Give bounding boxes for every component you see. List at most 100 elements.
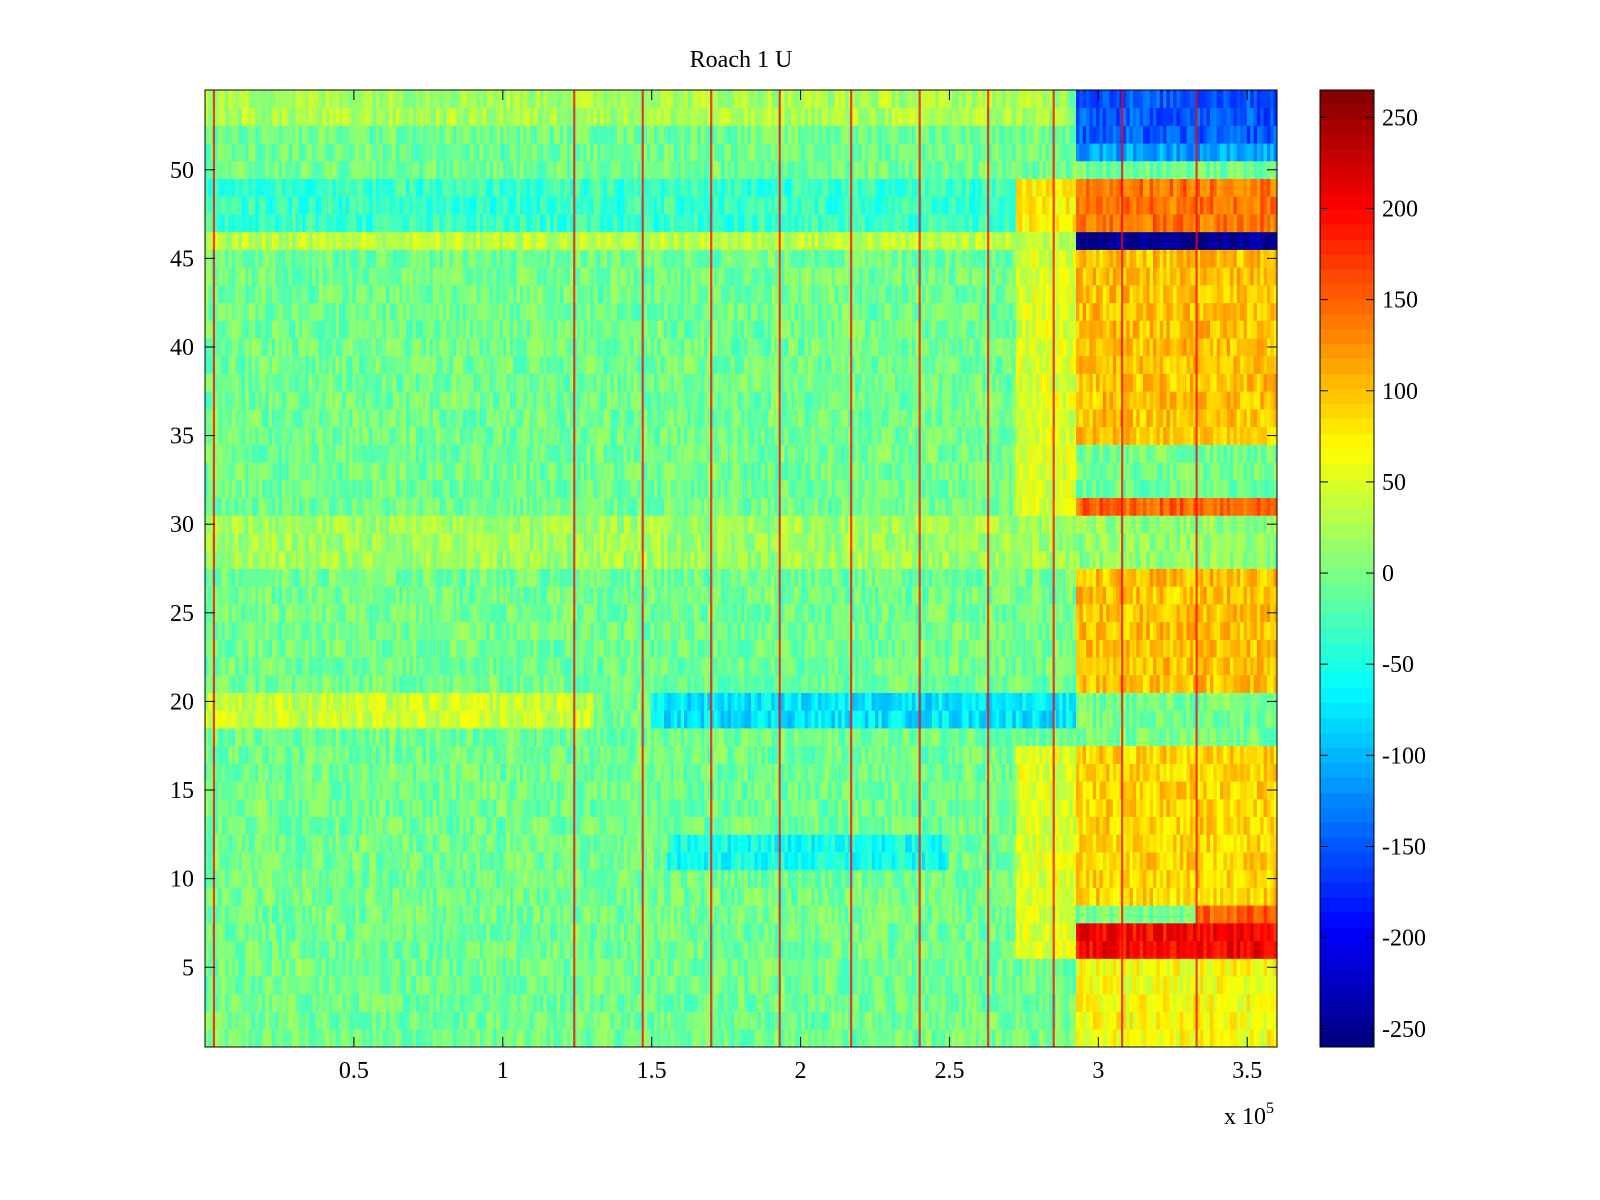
heatmap-cell <box>627 763 631 782</box>
heatmap-cell <box>1089 958 1094 977</box>
heatmap-cell <box>456 922 460 942</box>
heatmap-cell <box>667 834 672 853</box>
heatmap-cell <box>1226 1029 1231 1048</box>
heatmap-cell <box>797 1011 802 1030</box>
heatmap-cell <box>221 1029 226 1048</box>
heatmap-cell <box>1089 834 1094 853</box>
heatmap-cell <box>359 922 363 942</box>
heatmap-cell <box>1039 1029 1043 1048</box>
heatmap-cell <box>694 763 698 782</box>
heatmap-cell <box>915 1011 919 1030</box>
heatmap-cell <box>298 763 303 782</box>
heatmap-cell <box>503 816 507 835</box>
heatmap-cell <box>1129 887 1134 906</box>
heatmap-cell <box>412 869 417 888</box>
heatmap-cell <box>724 958 728 977</box>
heatmap-cell <box>1189 1029 1194 1048</box>
heatmap-cell <box>707 798 712 818</box>
heatmap-cell <box>1049 798 1053 818</box>
heatmap-cell <box>355 834 360 853</box>
heatmap-cell <box>1253 922 1258 942</box>
heatmap-cell <box>315 905 320 924</box>
heatmap-cell <box>1012 958 1017 977</box>
heatmap-cell <box>821 940 826 959</box>
heatmap-cell <box>1220 781 1224 800</box>
heatmap-cell <box>1059 852 1063 871</box>
heatmap-cell <box>379 905 383 924</box>
heatmap-cell <box>744 976 749 995</box>
heatmap-cell <box>1273 816 1278 835</box>
heatmap-cell <box>898 940 903 959</box>
heatmap-cell <box>1099 798 1104 818</box>
heatmap-cell <box>295 958 300 977</box>
heatmap-cell <box>617 922 621 942</box>
heatmap-cell <box>1025 852 1030 871</box>
heatmap-cell <box>643 798 648 818</box>
heatmap-cell <box>931 905 936 924</box>
heatmap-cell <box>529 781 534 800</box>
heatmap-cell <box>1002 852 1007 871</box>
heatmap-cell <box>945 781 950 800</box>
heatmap-cell <box>694 1011 698 1030</box>
heatmap-cell <box>1226 976 1231 995</box>
heatmap-cell <box>704 816 708 835</box>
heatmap-cell <box>251 922 256 942</box>
heatmap-cell <box>878 887 883 906</box>
heatmap-cell <box>972 905 976 924</box>
heatmap-cell <box>1009 958 1013 977</box>
heatmap-cell <box>838 887 842 906</box>
heatmap-cell <box>844 940 849 959</box>
heatmap-cell <box>1109 798 1114 818</box>
heatmap-cell <box>704 993 708 1012</box>
heatmap-cell <box>1256 852 1261 871</box>
heatmap-cell <box>1153 976 1157 995</box>
heatmap-cell <box>1082 1029 1087 1048</box>
heatmap-cell <box>727 887 732 906</box>
heatmap-cell <box>1129 993 1134 1012</box>
heatmap-cell <box>1196 905 1201 924</box>
heatmap-cell <box>684 852 688 871</box>
heatmap-cell <box>513 852 517 871</box>
heatmap-cell <box>938 993 943 1012</box>
heatmap-cell <box>663 869 668 888</box>
heatmap-cell <box>888 852 893 871</box>
heatmap-cell <box>292 922 296 942</box>
heatmap-cell <box>891 940 896 959</box>
heatmap-cell <box>429 834 434 853</box>
heatmap-cell <box>342 763 347 782</box>
heatmap-cell <box>486 763 491 782</box>
heatmap-cell <box>322 852 326 871</box>
heatmap-cell <box>935 993 940 1012</box>
heatmap-cell <box>1220 958 1224 977</box>
heatmap-cell <box>741 852 745 871</box>
heatmap-cell <box>952 887 956 906</box>
heatmap-cell <box>690 798 695 818</box>
heatmap-cell <box>938 958 943 977</box>
heatmap-cell <box>680 798 685 818</box>
heatmap-cell <box>1082 976 1087 995</box>
heatmap-cell <box>312 940 316 959</box>
heatmap-cell <box>1012 1011 1017 1030</box>
heatmap-cell <box>1005 834 1010 853</box>
heatmap-cell <box>1082 940 1087 959</box>
heatmap-cell <box>1203 976 1208 995</box>
heatmap-cell <box>1086 958 1090 977</box>
heatmap-cell <box>580 781 584 800</box>
heatmap-cell <box>955 922 960 942</box>
heatmap-cell <box>925 958 929 977</box>
heatmap-cell <box>878 993 883 1012</box>
heatmap-cell <box>1176 852 1181 871</box>
heatmap-cell <box>821 816 826 835</box>
heatmap-cell <box>503 993 507 1012</box>
heatmap-cell <box>362 887 367 906</box>
heatmap-cell <box>714 1029 718 1048</box>
heatmap-cell <box>942 816 946 835</box>
heatmap-cell <box>784 763 789 782</box>
heatmap-cell <box>406 763 410 782</box>
heatmap-cell <box>1009 816 1013 835</box>
heatmap-cell <box>761 798 765 818</box>
heatmap-cell <box>282 798 286 818</box>
heatmap-cell <box>469 958 474 977</box>
heatmap-cell <box>797 798 802 818</box>
heatmap-cell <box>1213 887 1218 906</box>
